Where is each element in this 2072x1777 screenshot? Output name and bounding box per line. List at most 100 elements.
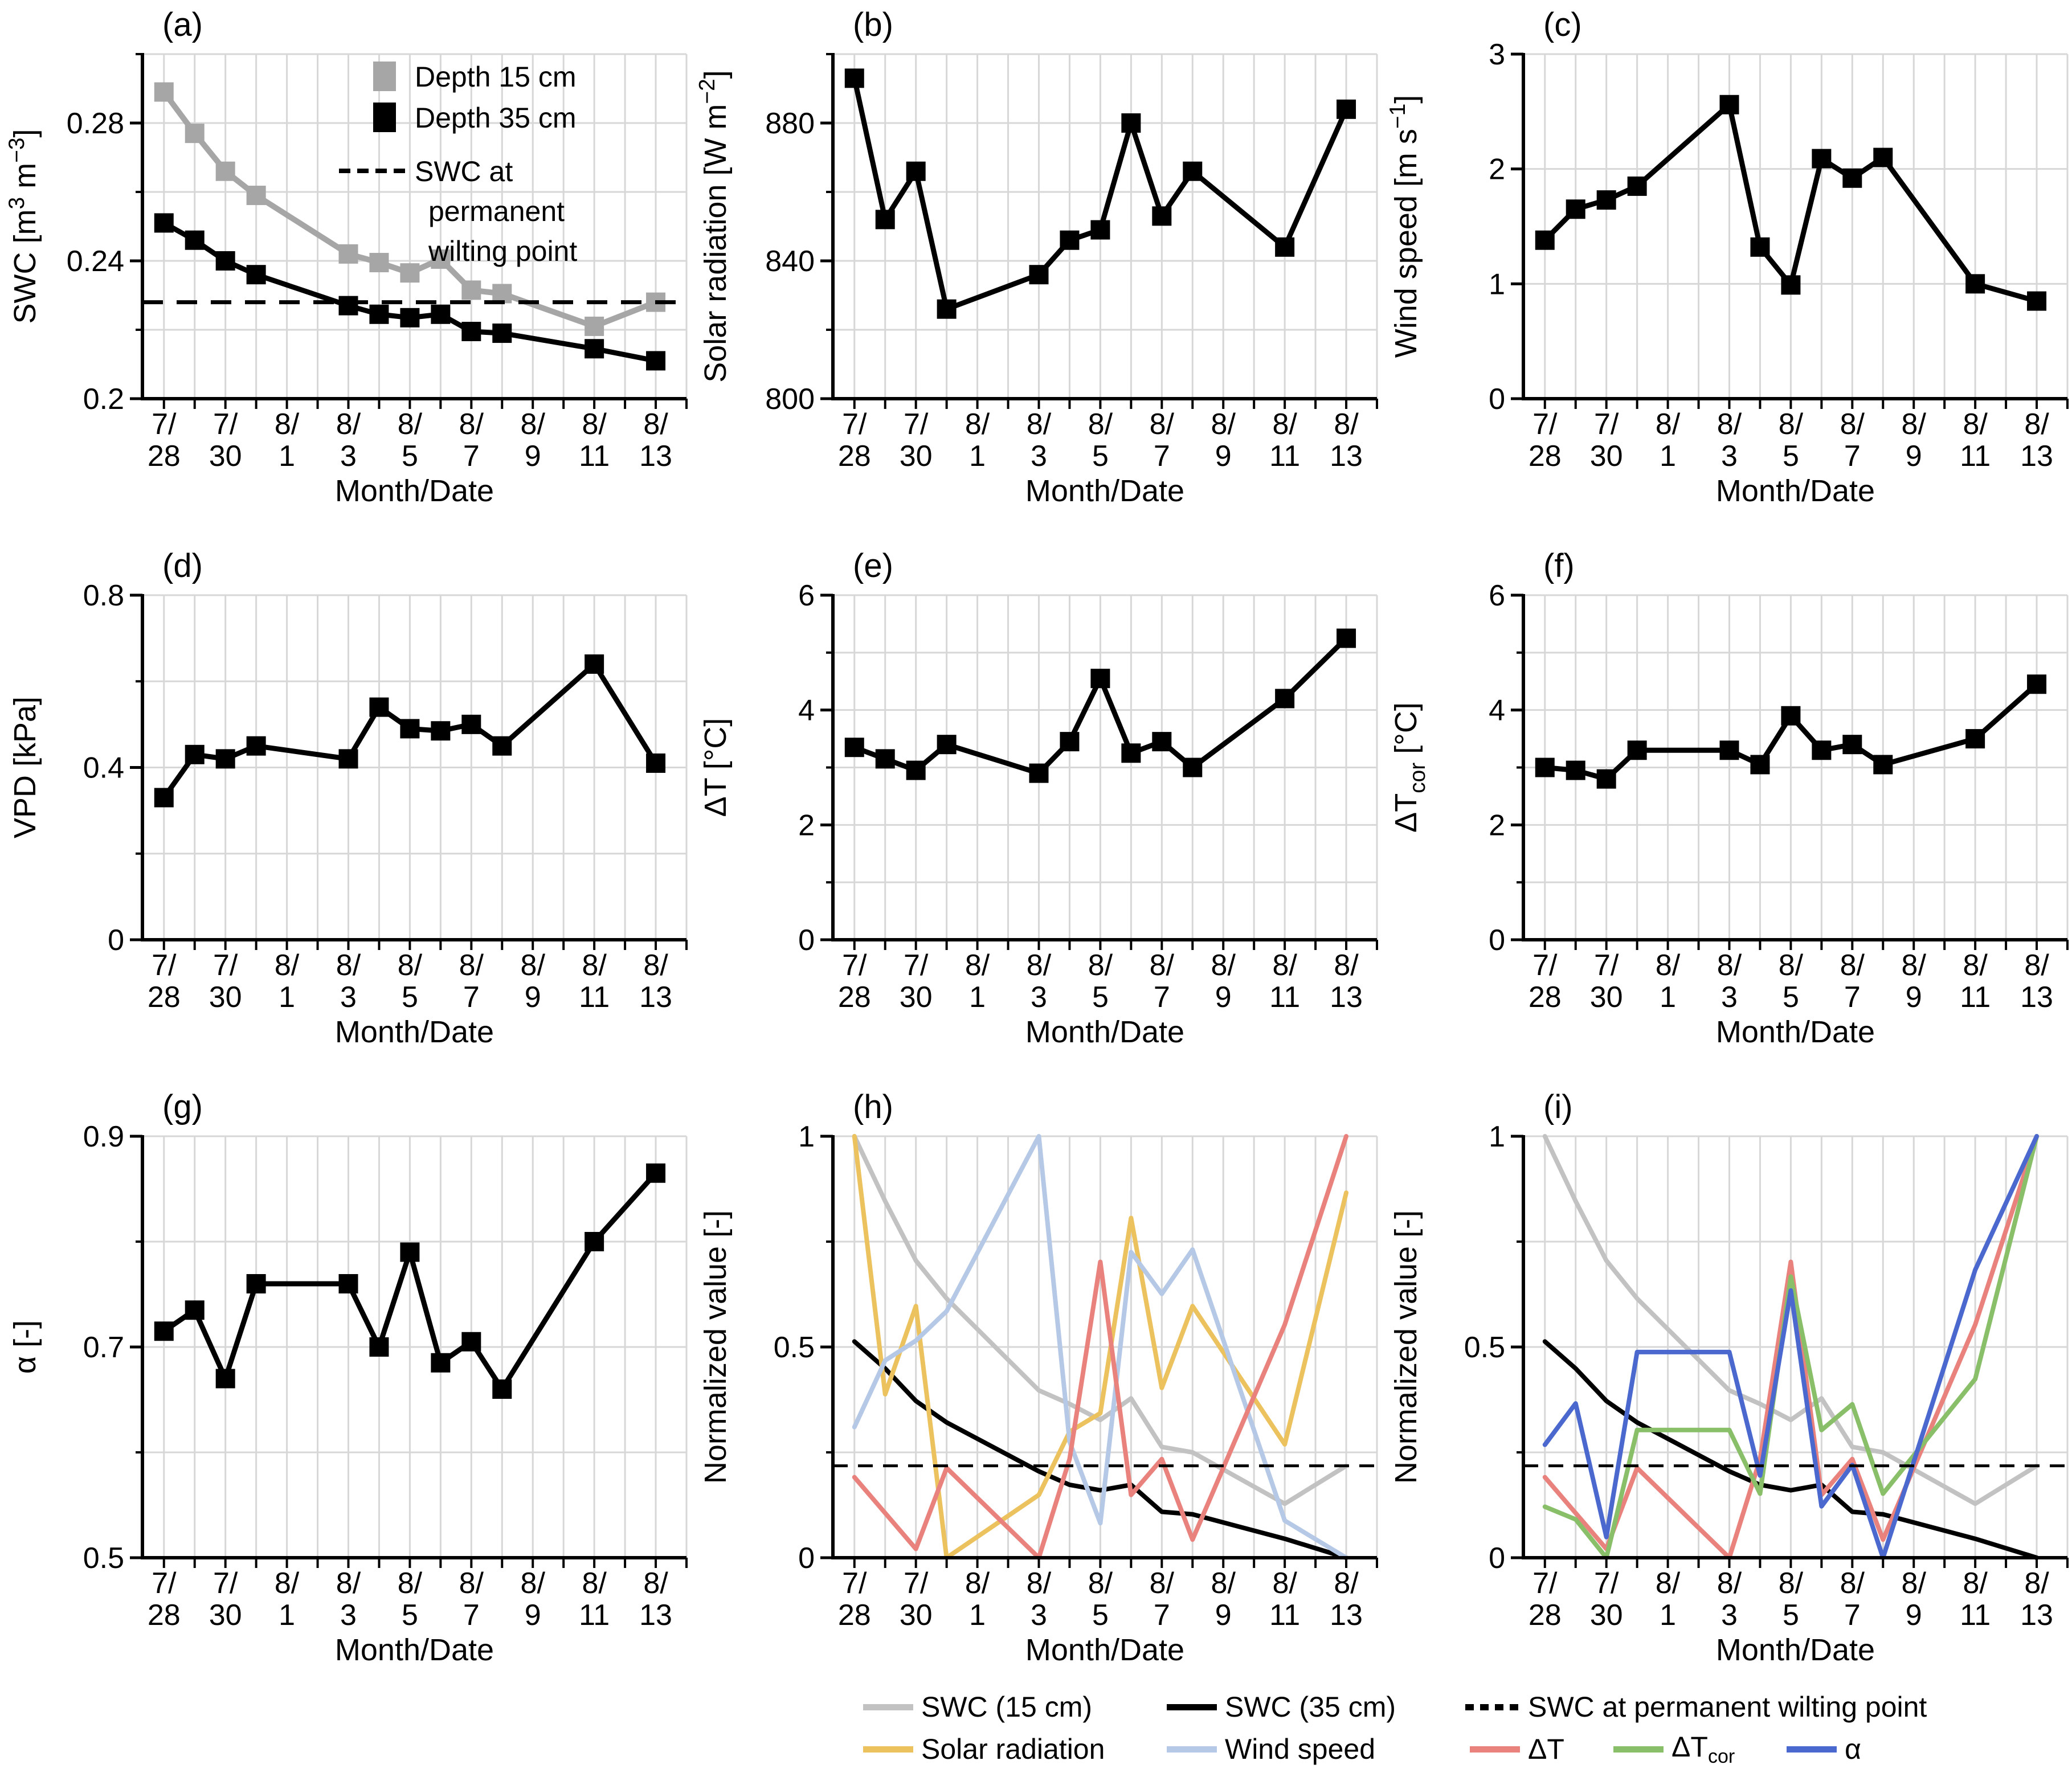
svg-text:8/7: 8/7: [459, 949, 484, 1014]
gridlines: [1523, 594, 2069, 940]
svg-text:8/3: 8/3: [336, 1567, 361, 1632]
series: [1542, 1134, 2040, 1560]
series: [154, 1163, 666, 1399]
svg-text:8/1: 8/1: [965, 949, 990, 1014]
svg-text:8/13: 8/13: [639, 949, 672, 1014]
svg-text:8/13: 8/13: [2020, 949, 2053, 1014]
series: [1535, 95, 2047, 311]
panel-c-wind-speed-chart: 7/28 7/30 8/1 8/3 8/5 8/7 8/9 8/11 8/13 Month/Dat…: [1386, 6, 2069, 508]
gridlines: [1523, 1135, 2069, 1558]
svg-text:7/30: 7/30: [900, 1567, 933, 1632]
svg-text:7/30: 7/30: [1590, 1567, 1623, 1632]
panel-e-delta-t-chart: 7/28 7/30 8/1 8/3 8/5 8/7 8/9 8/11 8/13 Month/Dat…: [698, 547, 1378, 1049]
panel-b-solar-radiation-chart: 7/28 7/30 8/1 8/3 8/5 8/7 8/9 8/11 8/13 Month/Dat…: [695, 6, 1378, 508]
svg-text:8/7: 8/7: [459, 408, 484, 473]
svg-text:8/7: 8/7: [1840, 949, 1865, 1014]
svg-text:7/30: 7/30: [1590, 408, 1623, 473]
svg-text:Solar radiation [W m−2]: Solar radiation [W m−2]: [695, 70, 733, 383]
svg-text:7/28: 7/28: [838, 408, 871, 473]
svg-text:8/11: 8/11: [1960, 949, 1991, 1014]
legend-item-delta-t-cor: ΔTcor: [1613, 1731, 1735, 1767]
svg-text:0: 0: [1489, 924, 1505, 957]
svg-text:8/9: 8/9: [521, 949, 546, 1014]
svg-text:Depth 35 cm: Depth 35 cm: [415, 102, 576, 134]
svg-text:0.24: 0.24: [67, 245, 124, 278]
svg-text:1: 1: [1489, 1120, 1505, 1153]
legend-label: Wind speed: [1225, 1733, 1376, 1765]
svg-text:7/28: 7/28: [838, 949, 871, 1014]
alpha-line-swatch: [1787, 1746, 1837, 1753]
legend-label: SWC (15 cm): [921, 1691, 1092, 1723]
svg-text:8/13: 8/13: [639, 408, 672, 473]
dashed-line-swatch: [1465, 1704, 1520, 1710]
svg-text:7/30: 7/30: [1590, 949, 1623, 1014]
svg-text:(a): (a): [162, 6, 203, 43]
svg-text:8/5: 8/5: [1088, 1567, 1113, 1632]
svg-text:6: 6: [798, 579, 815, 612]
svg-text:8/1: 8/1: [275, 1567, 300, 1632]
svg-text:8/9: 8/9: [1211, 408, 1236, 473]
svg-text:8/9: 8/9: [1211, 1567, 1236, 1632]
svg-text:Month/Date: Month/Date: [335, 1015, 494, 1049]
svg-text:0: 0: [1489, 1542, 1505, 1575]
delta-t-cor-line-swatch: [1613, 1746, 1664, 1753]
svg-text:7/28: 7/28: [148, 949, 181, 1014]
svg-text:8/9: 8/9: [1211, 949, 1236, 1014]
panel-h-normalized-chart: 7/28 7/30 8/1 8/3 8/5 8/7 8/9 8/11 8/13 Month/Dat…: [698, 1088, 1378, 1667]
svg-text:Month/Date: Month/Date: [1025, 1015, 1184, 1049]
svg-text:8/13: 8/13: [639, 1567, 672, 1632]
legend-item-wilting-point: SWC at permanent wilting point: [1465, 1689, 1927, 1725]
svg-text:8/7: 8/7: [1150, 408, 1175, 473]
svg-text:8/11: 8/11: [1960, 408, 1991, 473]
svg-text:2: 2: [1489, 809, 1505, 842]
svg-text:(h): (h): [853, 1088, 893, 1125]
solar-line-swatch: [863, 1746, 913, 1753]
svg-text:ΔT [°C]: ΔT [°C]: [698, 718, 733, 817]
svg-text:Month/Date: Month/Date: [1025, 474, 1184, 508]
gridlines: [1523, 53, 2069, 399]
svg-text:Month/Date: Month/Date: [1716, 1633, 1875, 1667]
svg-text:ΔTcor [°C]: ΔTcor [°C]: [1389, 702, 1430, 833]
svg-text:Wind speed [m s−1]: Wind speed [m s−1]: [1386, 95, 1423, 358]
svg-text:2: 2: [798, 809, 815, 842]
svg-text:8/13: 8/13: [2020, 1567, 2053, 1632]
swc15-line-swatch: [863, 1704, 913, 1710]
svg-text:8/9: 8/9: [521, 1567, 546, 1632]
svg-text:8/11: 8/11: [579, 1567, 610, 1632]
legend-item-wind: Wind speed: [1167, 1731, 1375, 1767]
svg-text:4: 4: [1489, 694, 1505, 727]
svg-text:7/30: 7/30: [209, 408, 242, 473]
svg-text:SWC at: SWC at: [415, 155, 513, 187]
svg-text:7/30: 7/30: [900, 408, 933, 473]
svg-text:8/9: 8/9: [521, 408, 546, 473]
svg-text:8/11: 8/11: [1269, 949, 1300, 1014]
svg-text:8/9: 8/9: [1902, 1567, 1927, 1632]
svg-text:8/5: 8/5: [398, 1567, 423, 1632]
svg-text:840: 840: [765, 245, 815, 278]
svg-text:8/5: 8/5: [1088, 408, 1113, 473]
svg-text:8/1: 8/1: [1656, 408, 1681, 473]
svg-text:6: 6: [1489, 579, 1505, 612]
svg-text:8/11: 8/11: [1269, 408, 1300, 473]
svg-text:8/5: 8/5: [1779, 1567, 1804, 1632]
svg-text:8/3: 8/3: [336, 408, 361, 473]
delta-t-line-swatch: [1470, 1746, 1520, 1753]
svg-text:0.8: 0.8: [83, 579, 124, 612]
svg-text:3: 3: [1489, 38, 1505, 71]
svg-text:8/5: 8/5: [1779, 408, 1804, 473]
svg-text:8/13: 8/13: [1330, 408, 1363, 473]
svg-text:0: 0: [798, 924, 815, 957]
panel-g-alpha-chart: 7/28 7/30 8/1 8/3 8/5 8/7 8/9 8/11 8/13 Month/Dat…: [8, 1088, 688, 1667]
svg-text:8/7: 8/7: [459, 1567, 484, 1632]
svg-text:8/1: 8/1: [965, 1567, 990, 1632]
svg-text:8/5: 8/5: [1779, 949, 1804, 1014]
svg-text:Normalized value [-]: Normalized value [-]: [698, 1210, 733, 1484]
svg-text:8/7: 8/7: [1150, 1567, 1175, 1632]
svg-text:7/28: 7/28: [838, 1567, 871, 1632]
legend-label: ΔT: [1528, 1733, 1564, 1765]
svg-text:7/28: 7/28: [1529, 1567, 1562, 1632]
svg-text:7/28: 7/28: [1529, 408, 1562, 473]
svg-text:wilting point: wilting point: [428, 235, 577, 267]
svg-text:8/5: 8/5: [1088, 949, 1113, 1014]
